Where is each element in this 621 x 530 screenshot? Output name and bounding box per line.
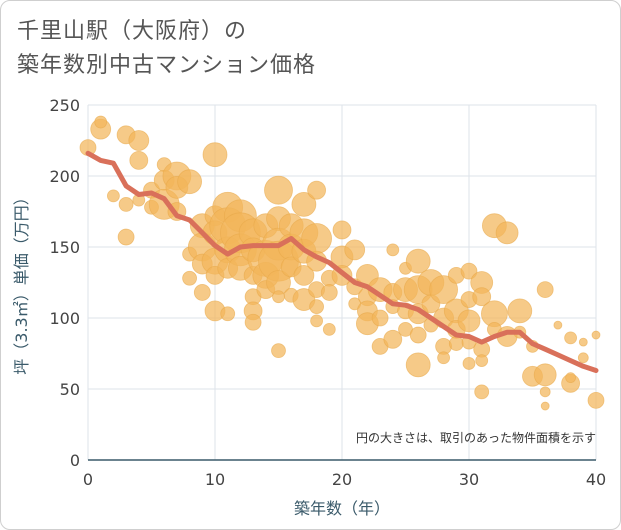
y-tick-label: 250: [49, 96, 80, 115]
data-bubble: [128, 130, 150, 151]
data-bubble: [577, 352, 589, 364]
x-tick-label: 30: [459, 470, 479, 489]
data-bubble: [429, 275, 459, 305]
bubble-size-note: 円の大きさは、取引のあった物件面積を示す: [356, 430, 596, 445]
y-tick-label: 0: [70, 451, 80, 470]
data-bubble: [409, 326, 427, 344]
data-bubble: [177, 169, 203, 195]
data-bubble: [309, 299, 325, 315]
data-bubble: [405, 352, 431, 378]
data-bubble: [475, 354, 489, 368]
data-bubble: [495, 221, 519, 245]
data-bubble: [193, 284, 211, 301]
y-tick-label: 150: [49, 238, 80, 257]
data-bubble: [118, 196, 134, 212]
y-tick-label: 100: [49, 309, 80, 328]
data-bubble: [332, 220, 352, 240]
data-bubble: [182, 270, 198, 286]
y-tick-labels: 0 50 100 150 200 250: [49, 96, 80, 470]
data-bubble: [383, 329, 403, 349]
data-bubble: [271, 343, 286, 359]
chart-title-line2: 築年数別中古マンション価格: [17, 53, 317, 78]
chart-title: 千里山駅（大阪府）の 築年数別中古マンション価格: [17, 15, 316, 83]
data-bubble: [472, 287, 492, 307]
data-bubble: [107, 189, 120, 203]
data-bubble: [264, 175, 293, 205]
data-bubble: [386, 243, 400, 257]
data-bubble: [565, 372, 576, 384]
data-bubble: [462, 357, 476, 370]
data-bubble: [322, 322, 336, 336]
y-tick-label: 200: [49, 167, 80, 186]
data-bubble: [507, 298, 533, 324]
data-bubble: [533, 363, 557, 387]
data-bubble: [291, 191, 317, 217]
y-axis-label: 坪（3.3㎡）単価（万円）: [12, 189, 31, 374]
data-bubble: [536, 281, 554, 299]
data-bubble: [371, 309, 389, 327]
data-bubble: [344, 239, 366, 261]
data-bubble: [310, 314, 324, 328]
data-bubble: [129, 150, 149, 170]
data-bubble: [539, 386, 551, 398]
data-bubble: [587, 391, 605, 409]
data-bubble: [202, 142, 228, 168]
data-bubble: [117, 228, 135, 246]
data-bubble: [591, 330, 601, 340]
x-tick-label: 0: [83, 470, 93, 489]
data-bubble: [540, 401, 550, 411]
x-tick-label: 40: [586, 470, 606, 489]
trend-line: [85, 150, 599, 373]
data-bubble: [578, 337, 588, 347]
data-bubble: [553, 320, 563, 330]
data-bubble: [448, 336, 464, 351]
x-tick-label: 10: [205, 470, 225, 489]
data-bubble: [405, 248, 431, 274]
x-tick-label: 20: [332, 470, 352, 489]
data-bubble: [307, 180, 327, 200]
y-tick-label: 50: [60, 380, 80, 399]
bubble-series: [79, 115, 605, 411]
data-bubble: [457, 309, 481, 333]
data-bubble: [272, 290, 285, 304]
x-tick-labels: 0 10 20 30 40: [83, 470, 606, 489]
data-bubble: [564, 331, 577, 345]
data-bubble: [293, 264, 315, 286]
data-bubble: [437, 351, 451, 365]
data-bubble: [244, 313, 262, 331]
data-bubble: [220, 306, 236, 322]
x-axis-label: 築年数（年）: [294, 499, 390, 518]
data-bubble: [320, 284, 338, 301]
data-bubble: [94, 115, 108, 129]
data-bubble: [474, 384, 490, 400]
chart-title-line1: 千里山駅（大阪府）の: [17, 19, 248, 44]
